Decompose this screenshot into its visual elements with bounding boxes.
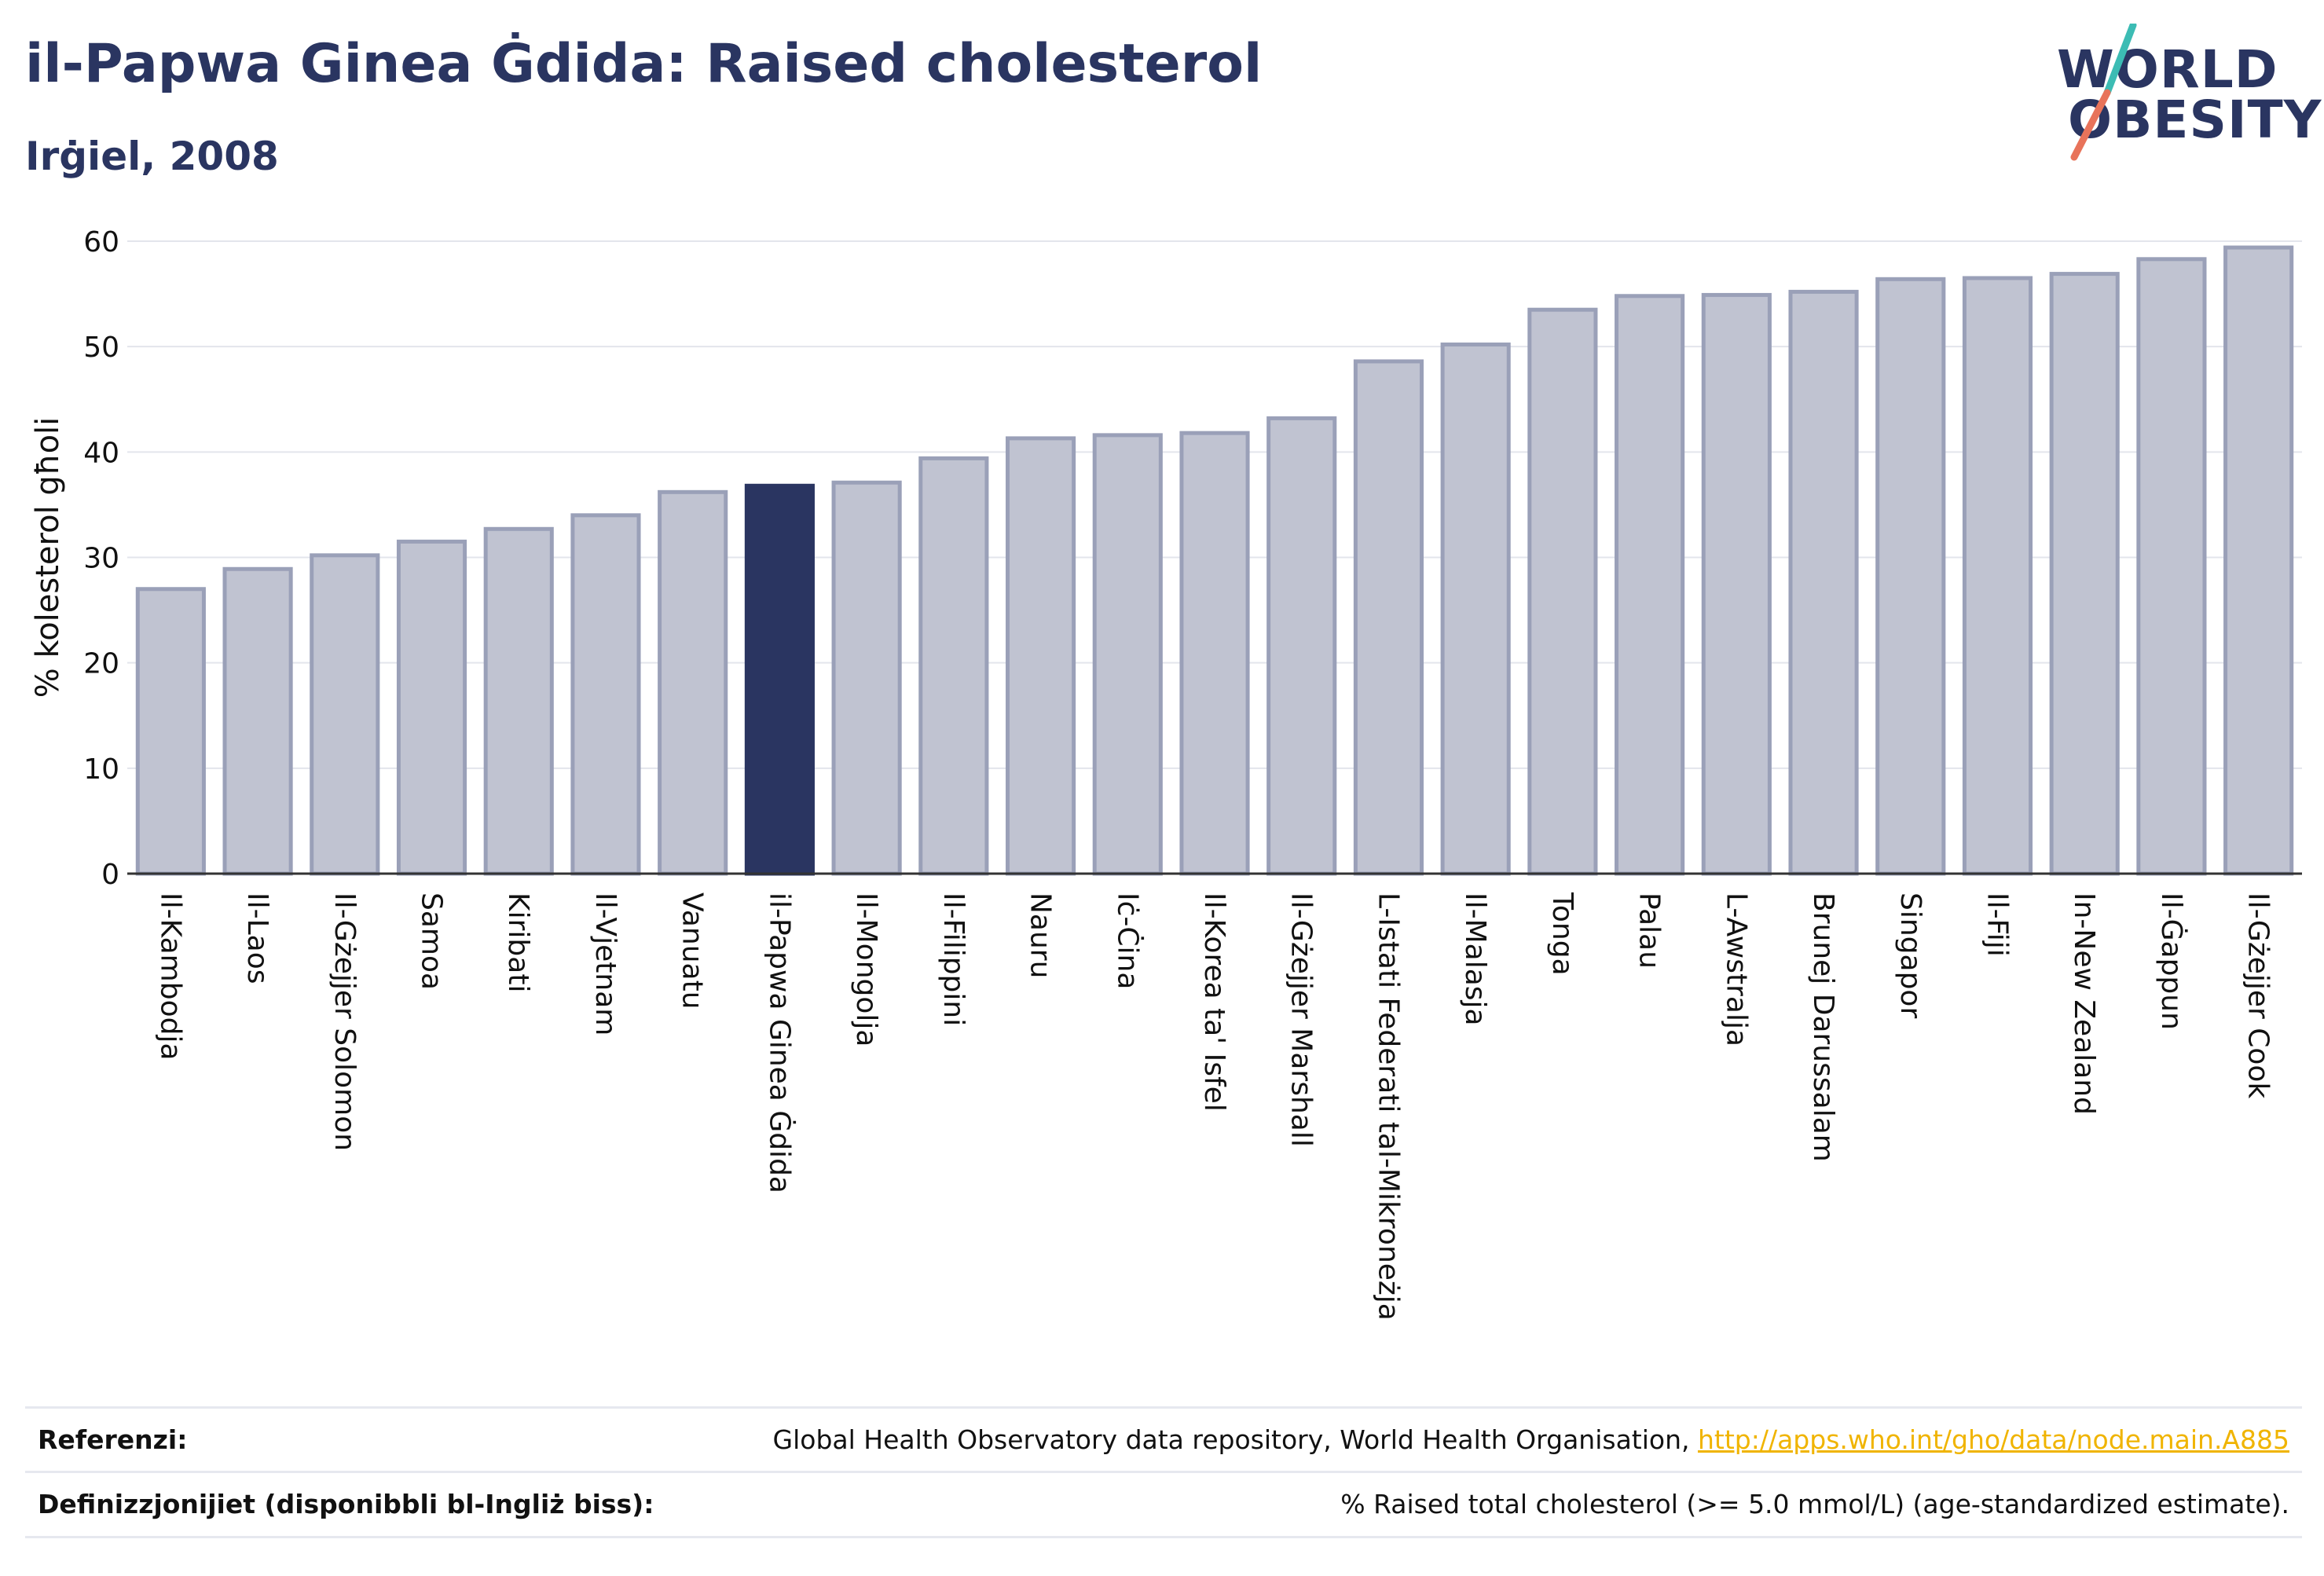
x-tick-label: Nauru	[1025, 892, 1057, 978]
x-tick-label: Il-Korea ta' Isfel	[1198, 892, 1230, 1112]
x-tick-label: L-Awstralja	[1720, 892, 1752, 1046]
bar	[310, 553, 380, 876]
y-tick-label: 50	[83, 332, 119, 364]
bar	[1005, 436, 1076, 876]
bar	[222, 566, 293, 876]
bar	[1440, 342, 1511, 876]
y-tick-label: 60	[83, 226, 119, 258]
bar	[1875, 277, 1946, 876]
references-value: Global Health Observatory data repositor…	[773, 1424, 2289, 1455]
y-tick-label: 0	[101, 859, 119, 891]
definitions-value: % Raised total cholesterol (>= 5.0 mmol/…	[1340, 1489, 2289, 1519]
bar	[1353, 359, 1424, 876]
bar	[2223, 245, 2294, 876]
chart-subtitle: Irġiel, 2008	[25, 134, 279, 179]
x-tick-label: Singapor	[1894, 892, 1926, 1018]
y-tick-label: 30	[83, 543, 119, 575]
bar	[1701, 292, 1772, 876]
bar	[2049, 272, 2120, 876]
bar	[2136, 257, 2207, 876]
x-tick-label: Il-Fiji	[1981, 892, 2013, 957]
x-tick-label: Il-Malasja	[1459, 892, 1491, 1026]
y-tick-label: 20	[83, 648, 119, 680]
bar	[1527, 307, 1598, 876]
bar	[483, 526, 554, 876]
x-tick-label: Il-Kambodja	[154, 892, 186, 1061]
x-tick-label: Samoa	[416, 892, 448, 990]
bar	[744, 483, 815, 876]
references-text: Global Health Observatory data repositor…	[772, 1424, 1698, 1455]
bar	[1962, 276, 2033, 876]
x-tick-label: Il-Gżejjer Marshall	[1285, 892, 1318, 1147]
y-tick-label: 40	[83, 437, 119, 469]
x-tick-label: Il-Ġappun	[2155, 892, 2188, 1030]
logo-line-2: OBESITY	[2068, 90, 2322, 150]
bar	[135, 587, 206, 876]
y-axis-label: % kolesterol għoli	[30, 417, 66, 698]
x-tick-label: Palau	[1633, 892, 1666, 969]
bar-chart: 0 10 20 30 40 50 60 % kolesterol għoli Il-Kambod…	[30, 226, 2302, 1321]
x-tick-label: Iċ-Ċina	[1111, 892, 1144, 989]
x-tick-label: Vanuatu	[676, 892, 709, 1010]
references-link[interactable]: http://apps.who.int/gho/data/node.main.A…	[1697, 1424, 2289, 1455]
x-tick-label: Il-Mongolja	[850, 892, 882, 1046]
bar	[658, 489, 728, 876]
x-tick-label: Il-Gżejjer Solomon	[328, 892, 361, 1151]
bar	[1092, 433, 1163, 876]
x-tick-label: Il-Vjetnam	[589, 892, 621, 1035]
x-tick-label: il-Papwa Ginea Ġdida	[763, 892, 796, 1193]
bar	[396, 539, 467, 876]
x-tick-label: Il-Laos	[241, 892, 273, 984]
bar	[570, 513, 641, 876]
y-tick-label: 10	[83, 753, 119, 786]
bar	[831, 480, 902, 876]
references-row: Referenzi: Global Health Observatory dat…	[25, 1406, 2302, 1472]
x-tick-label: Brunej Darussalam	[1807, 892, 1839, 1162]
logo-slash-icon	[2070, 24, 2137, 161]
definitions-row: Definizzjonijiet (disponibbli bl-Ingliż …	[25, 1471, 2302, 1538]
x-tick-label: In-New Zealand	[2068, 892, 2100, 1115]
x-tick-label: Kiribati	[502, 892, 534, 992]
x-tick-label: Il-Filippini	[937, 892, 970, 1026]
references-label: Referenzi:	[38, 1424, 188, 1455]
logo-line-1: WORLD	[2057, 39, 2278, 100]
bar	[1266, 416, 1337, 876]
bar	[1788, 289, 1859, 876]
definitions-label: Definizzjonijiet (disponibbli bl-Ingliż …	[38, 1489, 654, 1519]
bar	[1615, 294, 1685, 876]
x-tick-label: Tonga	[1546, 892, 1578, 976]
chart-title: il-Papwa Ginea Ġdida: Raised cholesterol	[25, 33, 1263, 95]
world-obesity-logo: WORLD OBESITY	[2035, 24, 2321, 165]
x-tick-label: Il-Gżejjer Cook	[2242, 892, 2275, 1098]
x-tick-label: L-Istati Federati tal-Mikroneżja	[1372, 892, 1404, 1321]
bar	[1179, 431, 1250, 876]
bar	[918, 456, 989, 876]
